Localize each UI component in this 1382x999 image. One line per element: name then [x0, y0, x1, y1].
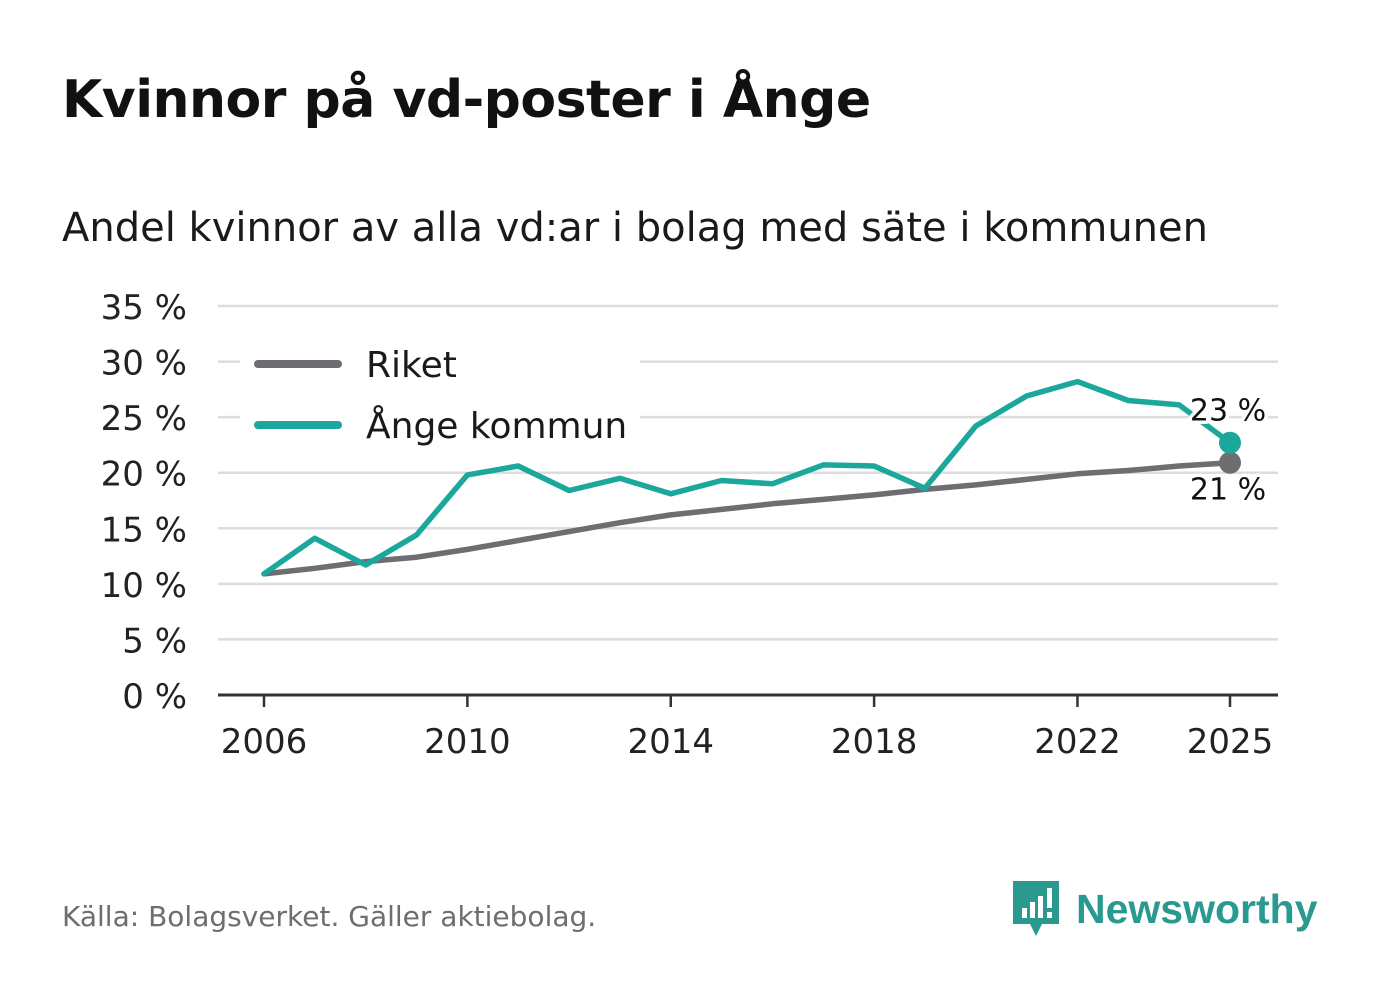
series-line-ange: [261, 378, 1233, 577]
x-tick-label: 2010: [424, 722, 511, 762]
end-label-ange: 23 %: [1190, 394, 1266, 429]
end-label-riket: 21 %: [1190, 473, 1266, 508]
end-marker-riket: [1219, 451, 1241, 474]
legend-label-riket: Riket: [366, 345, 457, 386]
chart-subtitle: Andel kvinnor av alla vd:ar i bolag med …: [62, 205, 1208, 251]
y-tick-label: 35 %: [101, 288, 187, 328]
series-line-riket: [261, 459, 1233, 577]
y-tick-label: 30 %: [101, 344, 187, 384]
x-tick-label: 2025: [1187, 722, 1274, 762]
brand-logo: Newsworthy: [1010, 878, 1318, 940]
legend-background: [240, 335, 640, 460]
legend: Riket Ånge kommun: [240, 335, 640, 460]
x-tick-label: 2014: [627, 722, 714, 762]
line-chart: 0 %5 %10 %15 %20 %25 %30 %35 % 2006 2010 2…: [101, 288, 1278, 762]
y-tick-label: 0 %: [122, 677, 187, 717]
end-marker-ange: [1219, 431, 1241, 454]
source-note: Källa: Bolagsverket. Gäller aktiebolag.: [62, 900, 597, 933]
y-tick-label: 5 %: [122, 621, 187, 661]
chart-title: Kvinnor på vd-poster i Ånge: [62, 70, 871, 130]
x-tick-label: 2022: [1034, 722, 1121, 762]
series-lines: [261, 378, 1241, 577]
y-tick-label: 20 %: [101, 455, 187, 495]
x-axis: 2006 2010 2014 2018 2022 2025: [218, 693, 1278, 762]
y-axis: 0 % 5 % 10 % 15 % 20 % 25 % 30 % 35 %: [101, 288, 187, 717]
y-tick-label: 15 %: [101, 510, 187, 550]
y-tick-label: 25 %: [101, 399, 187, 439]
y-tick-label: 10 %: [101, 566, 187, 606]
end-labels: 23 % 21 %: [1186, 390, 1269, 511]
legend-label-ange: Ånge kommun: [366, 404, 627, 447]
newsworthy-logo-icon: [1013, 881, 1059, 936]
x-tick-label: 2018: [831, 722, 918, 762]
brand-name: Newsworthy: [1076, 885, 1318, 932]
x-tick-label: 2006: [221, 722, 308, 762]
